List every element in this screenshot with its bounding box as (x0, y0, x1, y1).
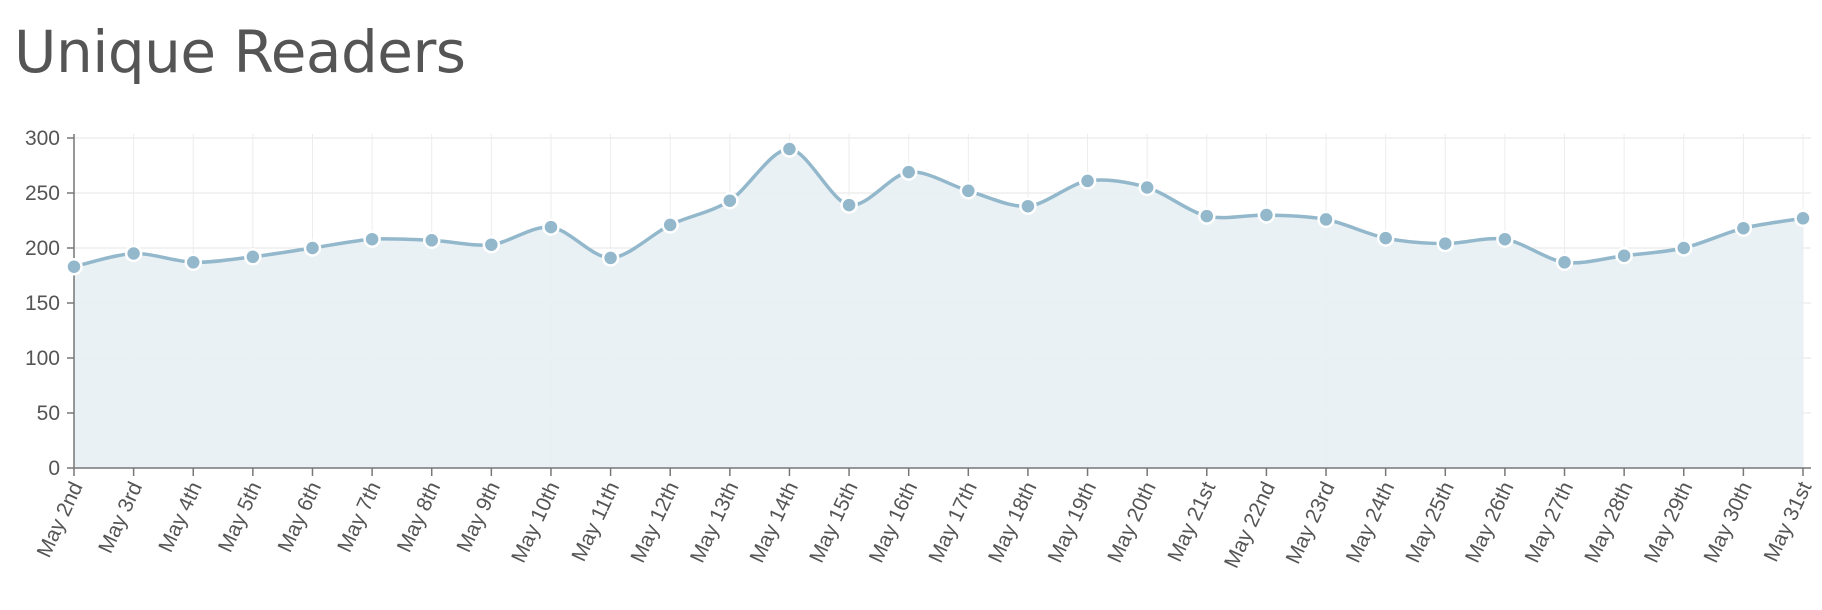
data-point[interactable] (124, 244, 143, 263)
data-point[interactable] (1555, 253, 1574, 272)
y-tick-label: 200 (25, 237, 60, 260)
x-tick-label: May 20th (1103, 478, 1160, 566)
x-tick-label: May 5th (214, 478, 266, 555)
x-tick-label: May 29th (1640, 478, 1697, 566)
x-tick-label: May 6th (274, 478, 326, 555)
data-points (65, 140, 1812, 276)
x-tick-label: May 8th (393, 478, 445, 555)
y-tick-label: 300 (25, 127, 60, 150)
data-point[interactable] (601, 249, 620, 267)
x-tick-label: May 27th (1521, 478, 1578, 566)
data-point[interactable] (1019, 197, 1037, 215)
x-tick-label: May 17th (924, 478, 981, 566)
x-tick-label: May 16th (865, 478, 922, 566)
data-point[interactable] (303, 239, 322, 257)
data-point[interactable] (422, 231, 441, 250)
data-point[interactable] (363, 230, 381, 248)
x-tick-label: May 10th (507, 478, 564, 566)
x-tick-label: May 30th (1700, 478, 1757, 566)
x-tick-label: May 23rd (1282, 478, 1340, 567)
data-point[interactable] (780, 140, 799, 158)
y-tick-label: 250 (25, 182, 60, 205)
data-point[interactable] (1675, 239, 1693, 257)
y-tick-label: 0 (48, 457, 60, 480)
x-tick-label: May 24th (1342, 478, 1399, 566)
data-point[interactable] (1734, 219, 1753, 237)
data-point[interactable] (899, 163, 918, 181)
data-point[interactable] (1376, 229, 1395, 247)
x-tick-label: May 22nd (1220, 478, 1280, 571)
area-series (73, 147, 1804, 468)
data-point[interactable] (661, 216, 679, 234)
data-point[interactable] (184, 253, 202, 272)
x-tick-label: May 31st (1760, 478, 1817, 565)
y-tick-label: 50 (37, 402, 60, 425)
x-tick-label: May 9th (452, 478, 504, 555)
y-tick-label: 150 (25, 292, 60, 315)
data-point[interactable] (840, 196, 858, 214)
data-point[interactable] (1317, 210, 1335, 229)
data-point[interactable] (959, 182, 978, 200)
series-area-fill (74, 148, 1803, 468)
x-tick-label: May 26th (1461, 478, 1518, 566)
x-tick-label: May 15th (805, 478, 862, 566)
data-point[interactable] (1436, 234, 1455, 253)
y-tick-label: 100 (25, 347, 60, 370)
x-tick-label: May 18th (984, 478, 1041, 566)
data-point[interactable] (721, 191, 739, 210)
x-tick-label: May 3rd (94, 478, 147, 556)
data-point[interactable] (542, 218, 560, 236)
page-title: Unique Readers (14, 18, 466, 86)
x-tick-label: May 4th (154, 478, 206, 555)
data-point[interactable] (1496, 230, 1514, 248)
x-tick-label: May 21st (1163, 478, 1220, 565)
data-point[interactable] (1794, 209, 1812, 228)
data-point[interactable] (65, 257, 83, 276)
x-tick-label: May 2nd (33, 478, 88, 561)
data-point[interactable] (1078, 172, 1097, 190)
data-point[interactable] (1615, 246, 1633, 265)
x-tick-label: May 14th (746, 478, 803, 566)
data-point[interactable] (1198, 207, 1216, 225)
x-tick-label: May 19th (1044, 478, 1101, 566)
data-point[interactable] (1257, 206, 1276, 224)
data-point[interactable] (1138, 178, 1156, 197)
data-point[interactable] (244, 248, 262, 266)
x-tick-label: May 11th (567, 478, 624, 565)
x-tick-label: May 28th (1580, 478, 1637, 566)
x-tick-label: May 12th (626, 478, 683, 566)
data-point[interactable] (482, 235, 501, 254)
x-tick-label: May 7th (333, 478, 385, 555)
x-tick-label: May 13th (686, 478, 743, 566)
x-tick-label: May 25th (1401, 478, 1458, 566)
